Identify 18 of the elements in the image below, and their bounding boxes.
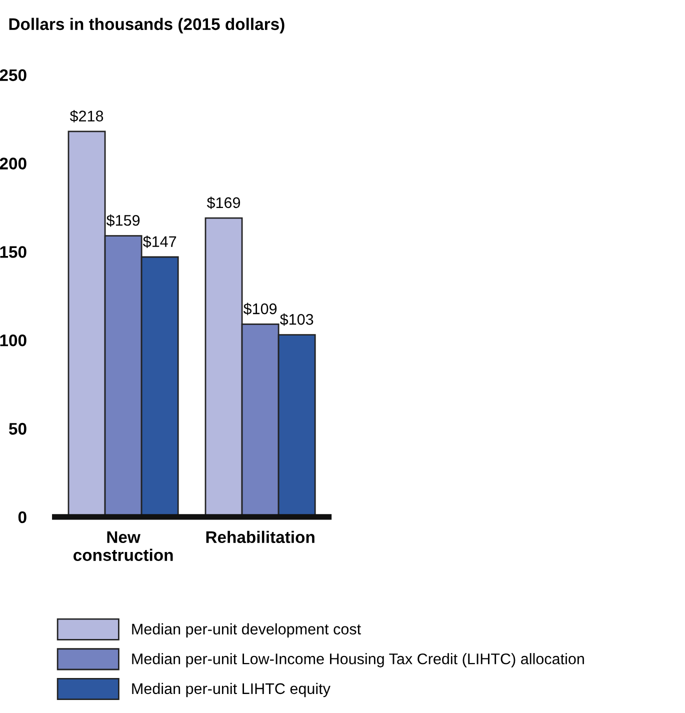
y-tick-label: 0	[18, 511, 26, 524]
data-label: $147	[143, 236, 176, 248]
data-label: $218	[70, 110, 104, 122]
y-tick-label: 150	[0, 246, 26, 258]
data-label: $109	[243, 302, 277, 316]
data-label: $169	[206, 196, 240, 210]
y-tick-label: 50	[9, 422, 26, 435]
legend-label: Median per-unit development cost	[132, 623, 361, 638]
legend-label: Median per-unit LIHTC equity	[132, 682, 330, 698]
y-tick-label: 200	[0, 158, 26, 170]
y-tick-label: 100	[0, 334, 26, 346]
legend-label: Median per-unit Low-Income Housing Tax Credit (LIHTC) allocation	[132, 653, 584, 668]
chart-title: Dollars in thousands (2015 dollars)	[9, 18, 284, 34]
x-tick-label: New construction	[73, 531, 173, 562]
data-label: $159	[106, 214, 140, 227]
y-tick-label: 250	[0, 69, 26, 82]
x-tick-label: Rehabilitation	[206, 530, 314, 544]
data-label: $103	[280, 313, 314, 326]
